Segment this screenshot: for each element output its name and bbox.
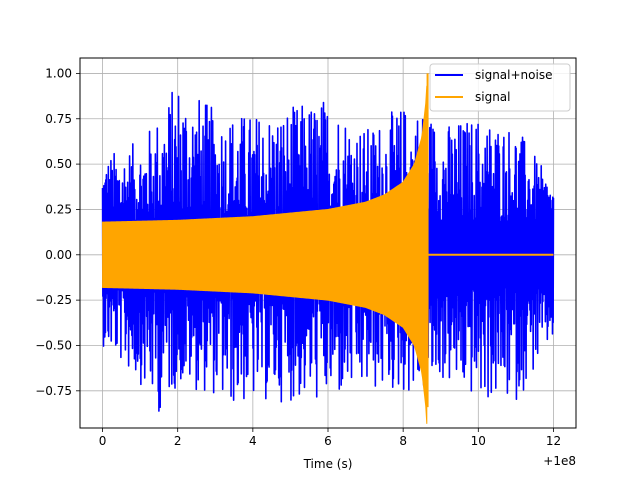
x-tick-label: 4 [249,434,257,448]
series-signal-band [102,85,428,424]
legend-label-signal: signal [475,90,511,104]
legend-label-signal-noise: signal+noise [475,68,552,82]
y-tick-label: −0.50 [35,338,72,352]
plot-area [101,73,555,424]
y-tick-label: 1.00 [45,66,72,80]
x-tick-label: 2 [174,434,182,448]
x-tick-label: 0 [99,434,107,448]
y-tick-label: 0.25 [45,202,72,216]
y-tick-label: 0.75 [45,112,72,126]
x-tick-label: 8 [399,434,407,448]
legend-box [429,63,571,112]
x-offset-text: +1e8 [543,454,576,468]
y-tick-label: −0.75 [35,384,72,398]
y-tick-label: 0.00 [45,248,72,262]
x-tick-label: 6 [324,434,332,448]
legend: signal+noise signal [429,63,571,112]
x-axis-label: Time (s) [303,457,353,471]
y-axis: −0.75 −0.50 −0.25 0.00 0.25 0.50 0.75 1.00 [35,66,80,398]
x-tick-label: 10 [471,434,486,448]
y-tick-label: 0.50 [45,157,72,171]
y-tick-label: −0.25 [35,293,72,307]
x-axis: 0 2 4 6 8 10 12 [99,428,561,448]
x-tick-label: 12 [546,434,561,448]
